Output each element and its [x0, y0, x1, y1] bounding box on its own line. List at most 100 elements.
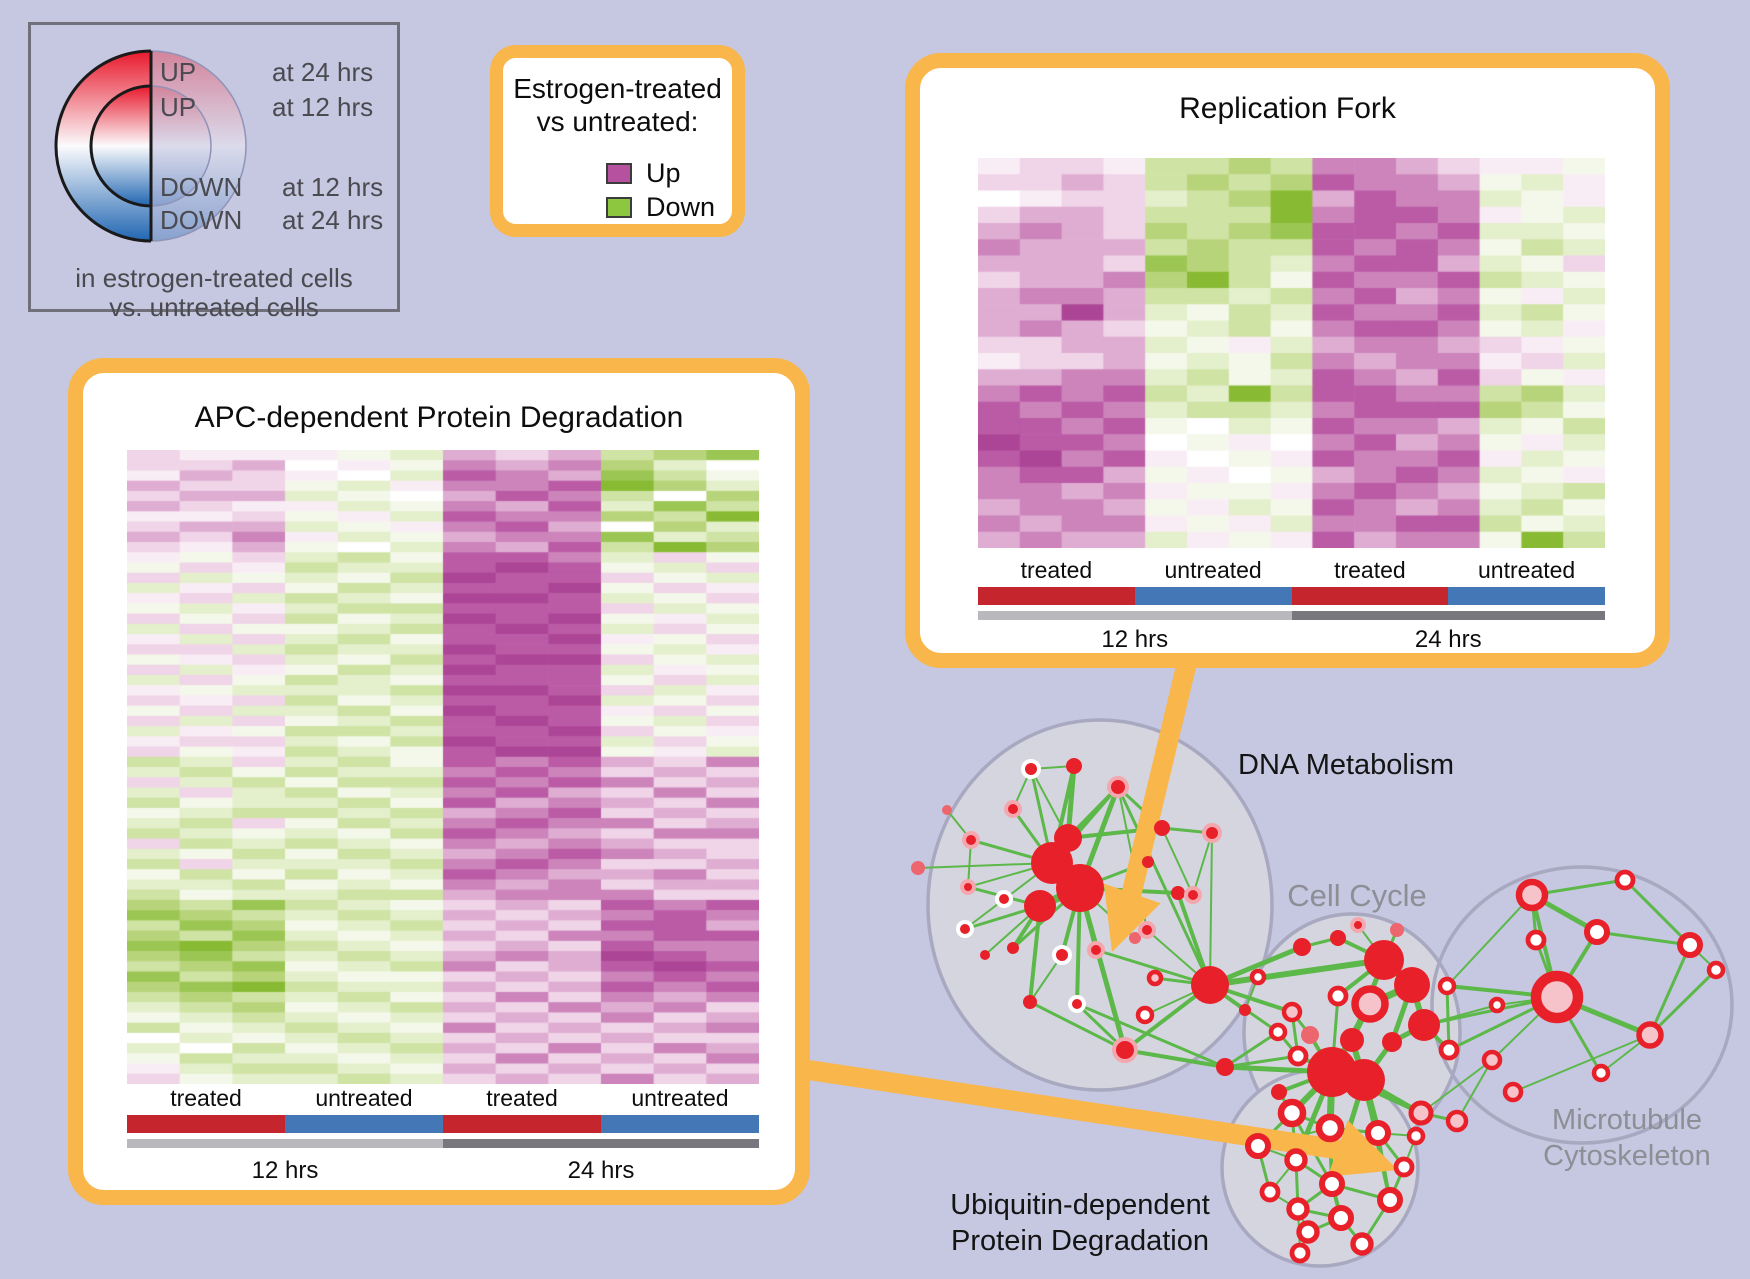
network-edge	[1512, 1034, 1651, 1093]
gene-node-wc	[1406, 1126, 1426, 1146]
legend-up-24-word: UP	[160, 57, 197, 87]
gene-node-wc	[1525, 929, 1547, 951]
microtubule-cytoskeleton-label: Microtubule Cytoskeleton	[1543, 1102, 1711, 1174]
network-edge	[1224, 1030, 1279, 1069]
rep-group-label-untreated-12: untreated	[1164, 557, 1262, 583]
legend-up-12-time: at 12 hrs	[272, 92, 374, 122]
gene-node-s	[1239, 1004, 1251, 1016]
network-edge	[1095, 948, 1211, 987]
gene-node-s	[1271, 1084, 1287, 1100]
gene-node-pc	[1281, 1001, 1303, 1023]
gene-node-wc	[1327, 985, 1349, 1007]
gene-node-wr	[1052, 945, 1072, 965]
updown-legend-box: UP at 24 hrs UP at 12 hrs DOWN at 12 hrs…	[28, 22, 400, 322]
rep-time-label-24: 24 hrs	[1414, 626, 1482, 653]
legend-footer-line2: vs. untreated cells	[109, 292, 319, 322]
network-edge	[1623, 878, 1692, 947]
apc-group-labels: treated untreated treated untreated	[127, 1085, 759, 1112]
gene-node-pc	[1146, 969, 1164, 987]
legend-footer-line1: in estrogen-treated cells	[75, 263, 353, 293]
gene-node-wc	[1377, 1187, 1403, 1213]
gene-node-pr	[960, 879, 976, 895]
replication-fork-panel: Replication Fork treated untreated treat…	[905, 53, 1670, 668]
legend-up-12-word: UP	[160, 92, 197, 122]
replication-time-bars	[978, 611, 1605, 620]
panel-link-arrowhead-1	[1327, 1120, 1398, 1177]
gene-node-wc	[1277, 1098, 1307, 1128]
apc-group-label-treated-24: treated	[486, 1085, 558, 1111]
gene-node-pc	[1408, 1100, 1434, 1126]
gene-node-lr	[911, 861, 925, 875]
legend-down-24-time: at 24 hrs	[282, 205, 384, 235]
apc-time-labels: 12 hrs 24 hrs	[127, 1157, 759, 1185]
network-edge	[1224, 1054, 1299, 1069]
gene-node-wr	[1021, 759, 1041, 779]
gene-node-s	[1330, 930, 1346, 946]
microtubule-label-line1: Microtubule	[1552, 1104, 1702, 1136]
rep-time-label-12: 12 hrs	[1101, 626, 1169, 653]
panel-link-arrow-shaft-0	[1120, 647, 1200, 903]
gene-node-pc	[1351, 985, 1389, 1023]
gene-node-wr	[956, 920, 974, 938]
gene-node-wc	[1584, 919, 1610, 945]
gene-node-wc	[1287, 1045, 1309, 1067]
estrogen-legend-box: Estrogen-treated vs untreated: Up Down	[490, 45, 745, 237]
ubiquitin-label-line1: Ubiquitin-dependent	[950, 1189, 1210, 1221]
gene-node-wc	[1289, 1242, 1311, 1264]
network-edge	[1029, 1000, 1126, 1052]
network-edge	[1596, 930, 1691, 947]
gene-node-s	[1066, 758, 1082, 774]
apc-time-label-12: 12 hrs	[251, 1157, 319, 1184]
apc-heatmap-canvas	[127, 450, 759, 1084]
gene-node-s	[1364, 940, 1404, 980]
estrogen-legend-title-line1: Estrogen-treated	[513, 73, 722, 104]
gene-node-pr	[1184, 886, 1202, 904]
gene-node-lr	[1129, 932, 1141, 944]
gene-node-s	[1056, 864, 1104, 912]
gene-node-wc	[1438, 1039, 1460, 1061]
cell-cycle-label: Cell Cycle	[1287, 878, 1427, 913]
gene-node-pc	[1502, 1081, 1524, 1103]
gene-node-wc	[1284, 1148, 1308, 1172]
gene-node-pr	[962, 831, 980, 849]
apc-time-bars	[127, 1139, 759, 1148]
gene-node-pr	[1004, 800, 1022, 818]
gene-node-wc	[1319, 1171, 1345, 1197]
gene-node-s	[1023, 995, 1037, 1009]
gene-node-wc	[1296, 1220, 1320, 1244]
gene-node-pc	[1636, 1021, 1664, 1049]
gene-node-pr	[1350, 917, 1366, 933]
gene-node-pr	[1112, 1037, 1138, 1063]
cluster-microtubule	[1430, 865, 1734, 1145]
gene-node-s	[1408, 1009, 1440, 1041]
gene-node-s	[1293, 938, 1311, 956]
gene-node-wr	[995, 890, 1013, 908]
network-edge	[1124, 1048, 1226, 1069]
gene-node-wc	[1591, 1063, 1611, 1083]
gene-node-s	[1394, 967, 1430, 1003]
gene-node-wc	[1249, 968, 1267, 986]
network-edge	[1161, 827, 1194, 896]
apc-panel-title: APC-dependent Protein Degradation	[194, 401, 684, 434]
estrogen-legend-title: Estrogen-treated vs untreated:	[503, 72, 732, 138]
apc-heatmap-panel: APC-dependent Protein Degradation treate…	[68, 358, 810, 1205]
up-color-swatch	[606, 163, 632, 184]
network-edge	[1076, 1002, 1226, 1069]
gene-node-wc	[1245, 1133, 1271, 1159]
gene-node-wc	[1350, 1232, 1374, 1256]
network-edge	[1077, 887, 1128, 1051]
replication-group-labels: treated untreated treated untreated	[978, 557, 1605, 584]
gene-node-wc	[1268, 1022, 1288, 1042]
microtubule-label-line2: Cytoskeleton	[1543, 1140, 1711, 1172]
estrogen-legend-title-line2: vs untreated:	[536, 106, 699, 137]
network-edge	[1446, 894, 1533, 987]
gene-node-pc	[1445, 1109, 1469, 1133]
gene-node-wc	[1677, 932, 1703, 958]
network-edge	[1116, 786, 1212, 986]
gene-node-wc	[1488, 996, 1506, 1014]
gene-node-s	[1142, 856, 1154, 868]
gene-node-pc	[1481, 1049, 1503, 1071]
network-edge	[1192, 832, 1213, 896]
down-color-swatch	[606, 197, 632, 218]
